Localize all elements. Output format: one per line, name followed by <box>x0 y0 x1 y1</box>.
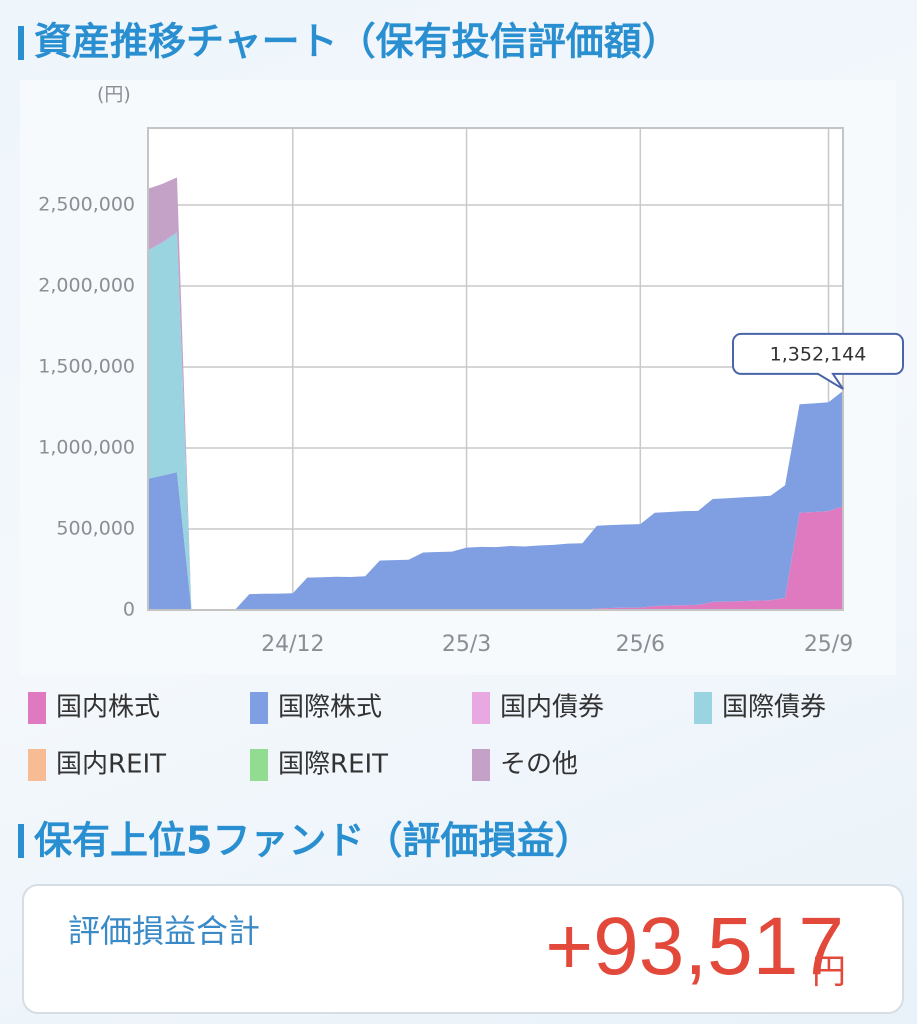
x-tick-label: 25/9 <box>804 632 853 657</box>
legend-label: 国際REIT <box>278 750 388 780</box>
legend-swatch <box>472 749 490 781</box>
legend-swatch <box>472 692 490 724</box>
legend-label: その他 <box>500 750 578 780</box>
legend-label: 国内REIT <box>56 750 166 780</box>
tooltip: 1,352,144 <box>732 332 904 390</box>
legend-swatch <box>28 692 46 724</box>
y-tick-label: 0 <box>123 599 135 621</box>
chart-title: 資産推移チャート（保有投信評価額） <box>34 20 680 64</box>
summary-value: +93,517 <box>545 901 844 992</box>
legend-label: 国際債券 <box>722 693 826 723</box>
legend-swatch <box>250 749 268 781</box>
y-tick-label: 500,000 <box>56 517 135 539</box>
summary-card: 評価損益合計 +93,517 円 <box>22 884 904 1014</box>
legend-swatch <box>694 692 712 724</box>
y-tick-label: 2,500,000 <box>38 193 135 215</box>
legend-swatch <box>250 692 268 724</box>
y-tick-label: 1,000,000 <box>38 436 135 458</box>
legend-label: 国際株式 <box>278 693 382 723</box>
area <box>148 390 843 610</box>
y-tick-label: 2,000,000 <box>38 274 135 296</box>
tooltip-box <box>732 332 904 390</box>
chart: 資産推移チャート（保有投信評価額） (円) 保有上位5ファンド（評価損益） 0 5… <box>18 20 904 863</box>
legend-swatch <box>28 749 46 781</box>
summary-label: 評価損益合計 <box>68 912 261 950</box>
title-bar <box>18 26 24 60</box>
y-unit: (円) <box>97 84 131 106</box>
tooltip-text: 1,352,144 <box>770 343 867 365</box>
legend-label: 国内債券 <box>500 693 604 723</box>
x-tick-label: 25/3 <box>442 632 491 657</box>
y-tick-label: 1,500,000 <box>38 355 135 377</box>
section-bar <box>18 824 24 858</box>
legend-label: 国内株式 <box>56 693 160 723</box>
x-tick-label: 24/12 <box>261 632 324 657</box>
x-tick-label: 25/6 <box>616 632 665 657</box>
section-title: 保有上位5ファンド（評価損益） <box>34 819 592 863</box>
summary-unit: 円 <box>812 952 846 992</box>
